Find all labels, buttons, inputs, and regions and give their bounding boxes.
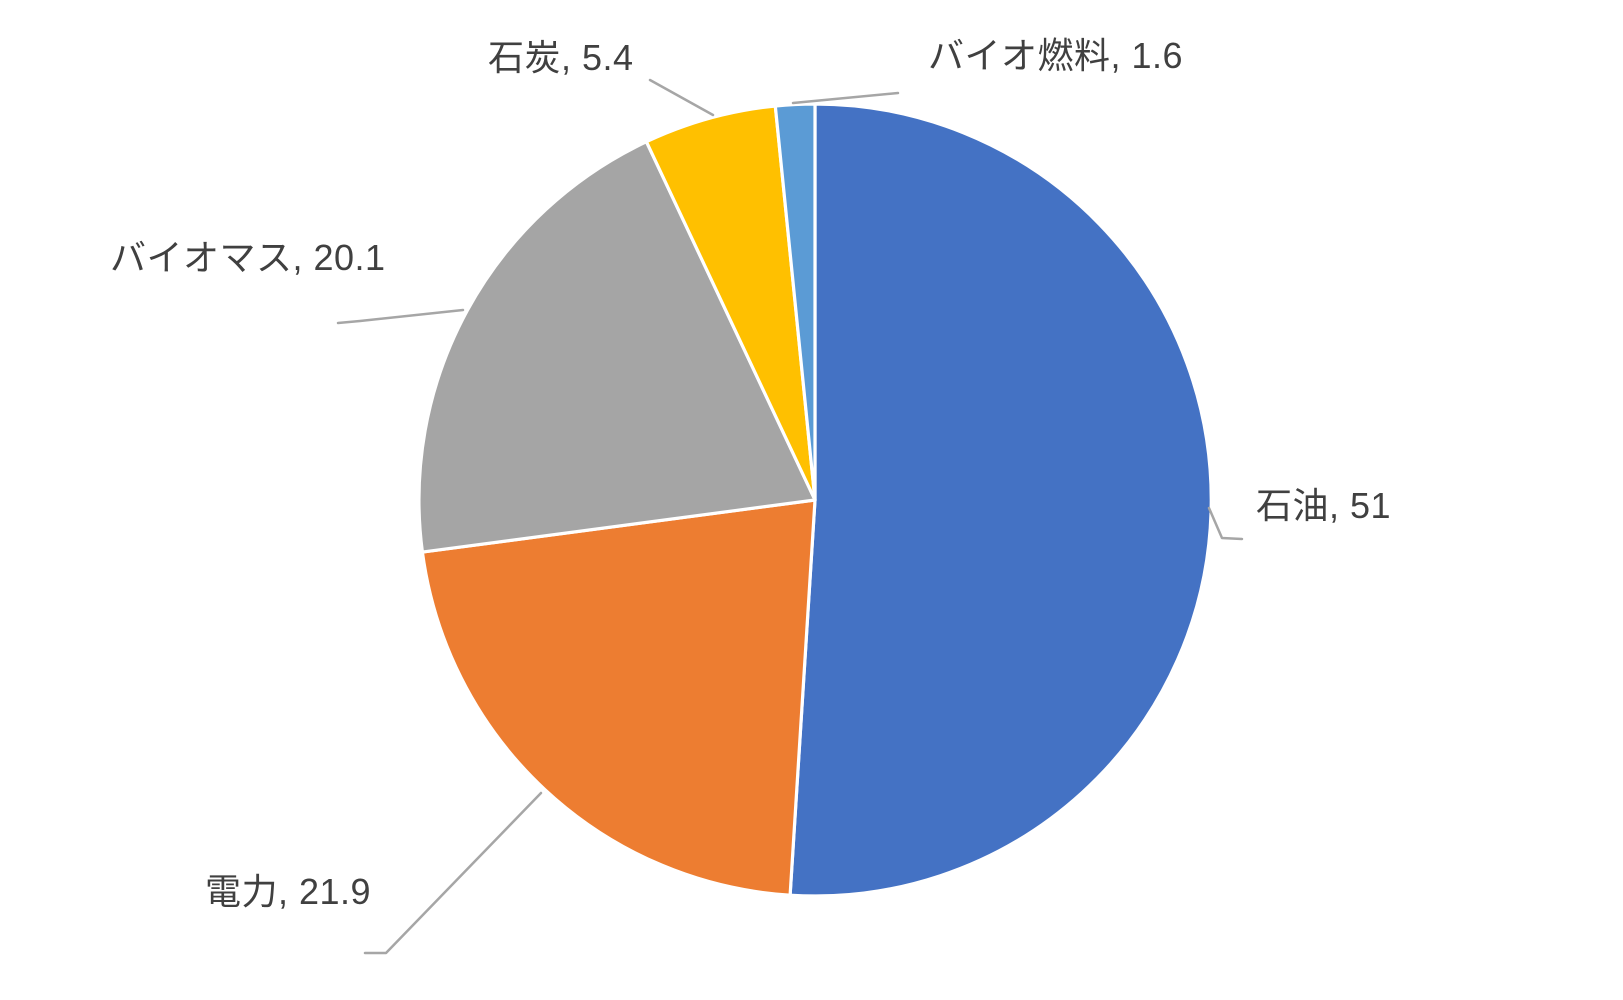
leader-line-electricity — [363, 791, 543, 955]
leader-line-coal — [648, 78, 715, 117]
slice-label-biomass: バイオマス, 20.1 — [110, 237, 386, 278]
pie-slice-3 — [644, 104, 817, 502]
pie-slice-0 — [788, 102, 1213, 898]
leader-line-oil — [1207, 506, 1244, 541]
leader-line-biomass — [336, 308, 465, 325]
pie-slice-2 — [417, 140, 817, 554]
slice-label-electricity: 電力, 21.9 — [205, 871, 372, 912]
pie-slice-1 — [420, 498, 817, 897]
leader-lines — [336, 78, 1244, 955]
slice-label-oil: 石油, 51 — [1256, 485, 1392, 526]
slice-label-coal: 石炭, 5.4 — [488, 37, 634, 78]
leader-line-biofuel — [791, 91, 900, 105]
pie-slice-4 — [773, 102, 817, 502]
pie-slices — [417, 102, 1213, 898]
slice-label-biofuel: バイオ燃料, 1.6 — [928, 35, 1184, 76]
